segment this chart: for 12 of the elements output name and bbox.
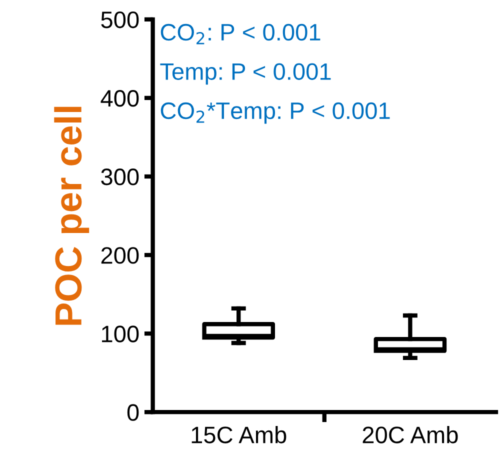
y-tick-label: 100 — [102, 326, 139, 342]
annotation: Temp: P < 0.001 — [160, 63, 331, 85]
y-tick-label: 0 — [127, 404, 139, 421]
y-axis-title: POC per cell — [54, 106, 90, 325]
y-tick-label: 500 — [101, 11, 139, 28]
y-tick-label: 200 — [101, 247, 139, 264]
y-tick-label: 300 — [101, 168, 139, 186]
annotation: CO$_{2}$: P < 0.001 — [160, 24, 320, 44]
x-tick-label: 15C Amb — [192, 426, 286, 444]
annotation: CO$_{2}$*Temp: P < 0.001 — [160, 102, 390, 124]
y-tick-label: 400 — [100, 90, 139, 107]
x-tick-label: 20C Amb — [362, 426, 458, 444]
